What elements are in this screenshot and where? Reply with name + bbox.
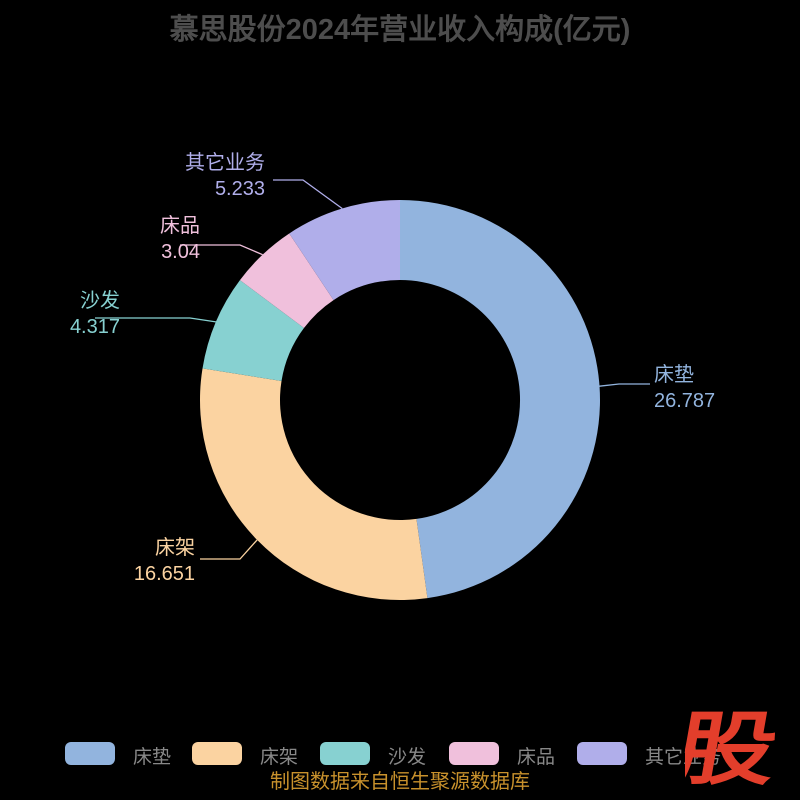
svg-text:股: 股 <box>685 705 784 794</box>
